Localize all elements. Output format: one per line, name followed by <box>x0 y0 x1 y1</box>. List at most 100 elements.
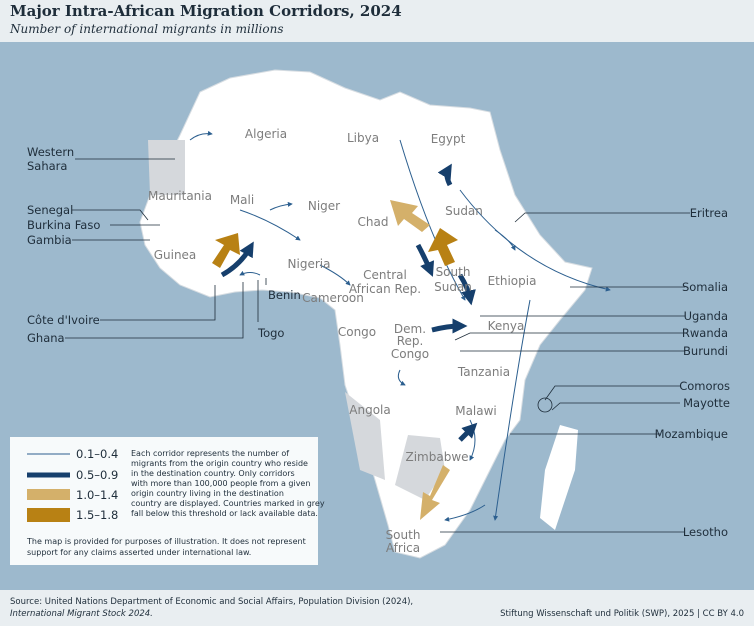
legend-label: 1.5–1.8 <box>76 508 118 522</box>
callout-label: Eritrea <box>690 206 728 220</box>
corridor <box>212 233 240 268</box>
corridor <box>428 228 458 266</box>
callout-line <box>514 212 690 223</box>
callout-line <box>544 385 680 401</box>
header-band <box>0 0 754 42</box>
callouts: Western Sahara Senegal Burkina Faso Gamb… <box>27 145 730 539</box>
callout-label: Uganda <box>684 309 728 323</box>
callout-label: Togo <box>257 326 284 340</box>
country-label: African Rep. <box>349 282 421 296</box>
corridor <box>431 318 468 334</box>
country-label: Guinea <box>154 248 197 262</box>
legend-swatch <box>27 508 70 522</box>
disclaimer: support for any claims asserted under in… <box>27 548 251 557</box>
callout-label: Mozambique <box>655 427 728 441</box>
country-label: Congo <box>338 325 376 339</box>
source-title: International Migrant Stock 2024. <box>10 609 153 619</box>
legend-swatch <box>27 489 70 500</box>
corridor <box>415 243 435 277</box>
callout-label: Ghana <box>27 331 65 345</box>
corridor <box>444 504 486 522</box>
footer-band <box>0 590 754 626</box>
corridor <box>457 273 476 306</box>
corridor <box>437 163 453 187</box>
country-labels: Algeria Libya Egypt Mauritania Mali Nige… <box>148 127 536 555</box>
madagascar <box>540 425 578 530</box>
callout-label: Mayotte <box>683 396 730 410</box>
legend-note: migrants from the origin country who res… <box>131 459 308 468</box>
callout-label: Gambia <box>27 233 72 247</box>
country-label: Central <box>363 268 407 282</box>
callout-label: Sahara <box>27 159 67 173</box>
country-label: Malawi <box>455 404 497 418</box>
legend-note: with more than 100,000 people from a giv… <box>131 479 310 488</box>
country-label: Mauritania <box>148 189 212 203</box>
callout-label: Benin <box>268 288 301 302</box>
corridor <box>458 422 478 442</box>
callout-label: Lesotho <box>683 525 728 539</box>
legend-label: 0.5–0.9 <box>76 468 118 482</box>
corridors <box>189 130 611 522</box>
callout-label: Côte d'Ivoire <box>27 313 100 327</box>
title: Major Intra-African Migration Corridors,… <box>10 2 402 20</box>
credit: Stiftung Wissenschaft und Politik (SWP),… <box>500 609 744 619</box>
country-label: Congo <box>391 347 429 361</box>
country-label: Zimbabwe <box>405 450 468 464</box>
country-label: Angola <box>349 403 390 417</box>
callout-label: Somalia <box>682 280 728 294</box>
callout-line <box>65 282 244 339</box>
country-label: Rep. <box>397 334 424 348</box>
grey-country <box>345 392 385 480</box>
country-label: Chad <box>358 215 389 229</box>
callout-line <box>100 285 216 321</box>
legend-note: origin country living in the destination <box>131 489 284 498</box>
corridor <box>390 200 430 232</box>
country-label: Sudan <box>445 204 483 218</box>
corridor <box>399 139 466 301</box>
corridor <box>420 465 450 520</box>
callout-line <box>72 209 149 221</box>
corridor <box>189 130 213 141</box>
landmass <box>139 69 593 559</box>
callout-label: Rwanda <box>682 326 728 340</box>
legend-label: 1.0–1.4 <box>76 488 118 502</box>
country-label: Kenya <box>488 319 525 333</box>
corridor <box>269 201 293 211</box>
country-label: Cameroon <box>302 291 364 305</box>
country-label: Sudan <box>434 280 472 294</box>
country-label: Nigeria <box>288 257 331 271</box>
corridor <box>239 209 301 241</box>
corridor <box>239 270 261 276</box>
disclaimer: The map is provided for purposes of illu… <box>26 537 306 546</box>
country-label: Mali <box>230 193 254 207</box>
country-label: Africa <box>386 541 420 555</box>
callout-label: Senegal <box>27 203 73 217</box>
callout-label: Burkina Faso <box>27 218 100 232</box>
country-label: Libya <box>347 131 379 145</box>
source: Source: United Nations Department of Eco… <box>10 597 413 607</box>
legend-note: country are displayed. Countries marked … <box>131 499 325 508</box>
callout-label: Western <box>27 145 74 159</box>
country-label: South <box>436 265 471 279</box>
callout-label: Burundi <box>683 344 728 358</box>
country-label: Ethiopia <box>488 274 537 288</box>
corridor <box>397 369 406 386</box>
corridor <box>220 241 254 278</box>
legend-note: Each corridor represents the number of <box>131 449 289 458</box>
legend-box <box>10 437 318 565</box>
callout-line <box>454 332 685 341</box>
country-label: Tanzania <box>457 365 510 379</box>
country-label: South <box>386 528 421 542</box>
legend: 0.1–0.4 0.5–0.9 1.0–1.4 1.5–1.8 Each cor… <box>10 437 325 565</box>
corridor <box>494 229 516 251</box>
corridor <box>319 264 351 286</box>
africa <box>139 69 593 559</box>
callout-ring <box>537 397 553 413</box>
grey-country <box>148 140 185 195</box>
legend-note: fall below this threshold or lack availa… <box>131 509 318 518</box>
callout-label: Comoros <box>679 379 730 393</box>
callout-line <box>551 402 680 411</box>
corridor <box>459 189 611 292</box>
legend-label: 0.1–0.4 <box>76 447 118 461</box>
